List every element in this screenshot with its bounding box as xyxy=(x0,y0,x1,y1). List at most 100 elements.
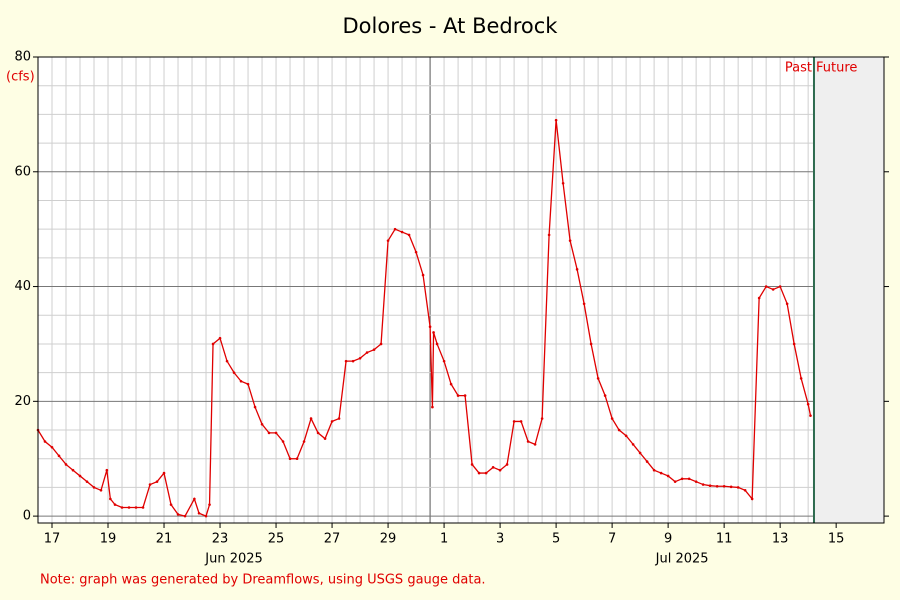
data-point xyxy=(809,414,812,417)
y-tick-label: 0 xyxy=(23,509,31,524)
data-point xyxy=(554,118,558,122)
data-point xyxy=(99,488,103,492)
data-point xyxy=(218,336,222,340)
data-point xyxy=(631,443,635,446)
data-point xyxy=(463,394,467,397)
data-point xyxy=(365,351,369,354)
data-point xyxy=(519,420,523,423)
data-point xyxy=(169,503,173,506)
data-point xyxy=(358,356,362,360)
data-point xyxy=(799,377,803,380)
data-point xyxy=(533,443,537,446)
data-point xyxy=(208,503,211,506)
data-point xyxy=(414,250,418,254)
data-point xyxy=(109,497,112,501)
data-point xyxy=(449,382,453,386)
data-point xyxy=(421,273,425,277)
data-point xyxy=(127,506,131,509)
data-point xyxy=(295,457,299,461)
data-point xyxy=(386,239,390,242)
data-point xyxy=(575,268,579,271)
data-point xyxy=(589,342,593,346)
data-point xyxy=(750,497,754,501)
data-point xyxy=(484,471,488,475)
data-point xyxy=(148,483,152,486)
data-point xyxy=(57,454,61,458)
y-tick-label: 60 xyxy=(14,164,31,179)
data-point xyxy=(193,497,196,501)
data-point xyxy=(561,181,565,185)
data-point xyxy=(610,417,614,420)
data-point xyxy=(183,514,187,518)
x-tick-label: 11 xyxy=(716,532,733,547)
data-point xyxy=(778,285,782,288)
plot-frame xyxy=(37,56,885,524)
y-tick-label: 80 xyxy=(14,50,31,65)
data-point xyxy=(568,239,572,242)
data-point xyxy=(323,437,327,440)
data-point xyxy=(526,440,530,443)
data-point xyxy=(211,342,215,346)
data-point xyxy=(309,417,313,420)
past-label: Past xyxy=(785,61,812,76)
data-point xyxy=(806,402,810,406)
data-point xyxy=(547,233,551,237)
plot-area xyxy=(38,57,884,523)
data-point xyxy=(666,474,670,478)
data-point xyxy=(141,506,145,509)
data-point xyxy=(92,486,96,489)
data-point xyxy=(708,484,712,487)
data-point xyxy=(624,434,628,438)
x-tick-label: 29 xyxy=(380,532,397,547)
future-region xyxy=(813,57,884,523)
data-point xyxy=(50,445,54,449)
data-point xyxy=(694,480,698,483)
data-point xyxy=(393,227,397,231)
data-point xyxy=(113,503,117,506)
data-point xyxy=(197,511,201,515)
future-label: Future xyxy=(816,61,857,76)
data-point xyxy=(456,394,460,397)
data-point xyxy=(253,405,257,409)
data-point xyxy=(729,485,733,489)
data-point xyxy=(659,471,663,475)
data-point xyxy=(267,431,271,435)
data-point xyxy=(71,468,75,472)
data-point xyxy=(435,342,439,346)
data-point xyxy=(680,477,684,481)
data-point xyxy=(617,428,621,432)
y-tick-label: 40 xyxy=(14,279,31,294)
data-point xyxy=(596,377,600,380)
data-point xyxy=(64,463,68,466)
x-tick-label: 27 xyxy=(324,532,341,547)
data-point xyxy=(432,331,435,334)
x-tick-label: 7 xyxy=(608,532,616,547)
y-tick-label: 20 xyxy=(14,394,31,409)
data-point xyxy=(246,382,250,386)
data-point xyxy=(232,371,236,374)
data-point xyxy=(330,420,334,423)
data-point xyxy=(652,468,656,472)
data-point xyxy=(337,417,341,420)
data-point xyxy=(673,480,677,483)
data-point xyxy=(736,486,740,489)
data-point xyxy=(316,431,320,435)
data-point xyxy=(302,440,306,443)
data-point xyxy=(743,488,747,492)
month-label: Jun 2025 xyxy=(204,552,263,567)
data-point xyxy=(239,379,243,383)
data-point xyxy=(645,460,649,463)
chart-title: Dolores - At Bedrock xyxy=(343,14,559,38)
data-point xyxy=(155,480,159,483)
data-point xyxy=(85,480,89,483)
x-tick-label: 23 xyxy=(212,532,229,547)
data-point xyxy=(78,474,82,478)
x-tick-label: 1 xyxy=(440,532,448,547)
data-point xyxy=(638,451,642,455)
data-point xyxy=(442,359,446,363)
x-tick-label: 9 xyxy=(664,532,672,547)
data-point xyxy=(603,394,607,397)
data-point xyxy=(225,359,229,363)
x-tick-label: 17 xyxy=(44,532,61,547)
